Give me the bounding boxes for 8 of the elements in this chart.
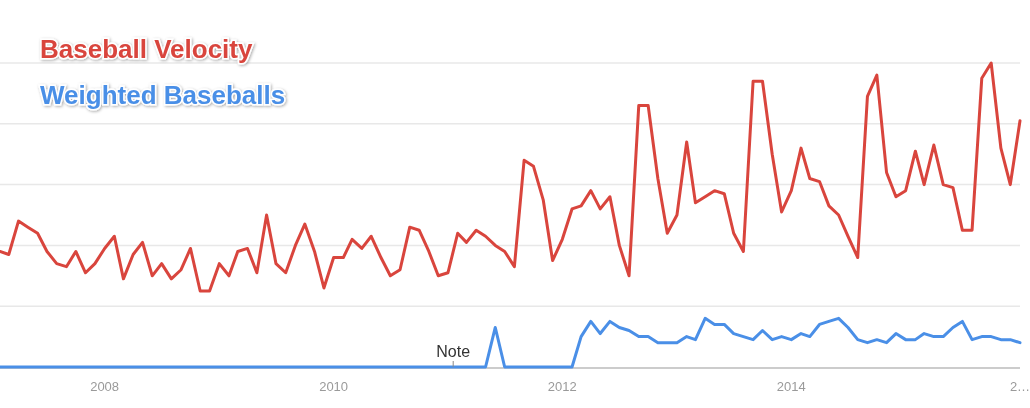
annotation: Note: [436, 343, 471, 360]
x-tick-label: 2…: [1009, 379, 1030, 394]
x-tick-label: 2010: [319, 379, 349, 394]
text: Weighted Baseballs: [40, 80, 286, 110]
x-tick-label: 2008: [90, 379, 120, 394]
x-tick-label: 2014: [776, 379, 806, 394]
x-tick-label: 2012: [547, 379, 577, 394]
text: Baseball Velocity: [40, 34, 253, 64]
